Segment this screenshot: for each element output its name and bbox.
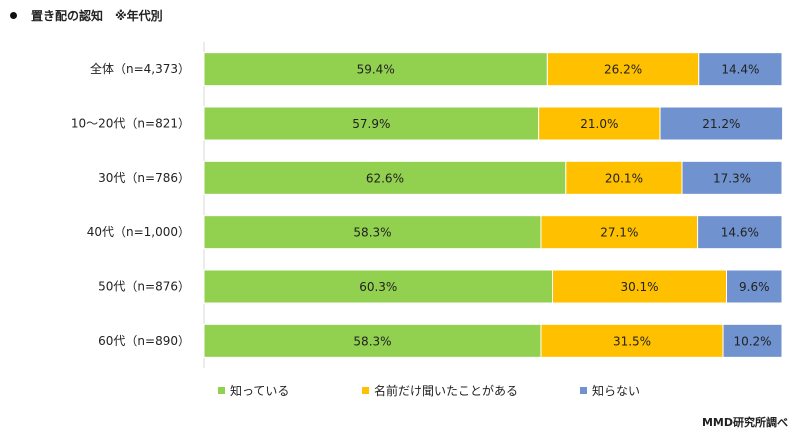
data-label: 9.6% [739,280,770,294]
source-note: MMD研究所調べ [701,416,788,429]
category-label: 全体（n=4,373） [90,61,190,76]
data-label: 10.2% [733,334,771,348]
legend-item-name-only: 名前だけ聞いたことがある [362,382,518,399]
bar-segment [726,269,783,304]
data-label: 17.3% [713,171,751,185]
chart-title-row: 置き配の認知 ※年代別 [10,5,163,25]
title-bullet-icon [10,11,17,19]
bar-segment [203,160,567,195]
chart-legend: 知っている 名前だけ聞いたことがある 知らない [0,382,800,402]
bar-segment [697,215,783,250]
legend-item-unaware: 知らない [580,382,640,399]
legend-label-aware: 知っている [230,384,290,398]
data-label: 26.2% [604,63,642,77]
category-label: 50代（n=876） [98,280,190,294]
data-label: 59.4% [357,63,395,77]
data-label: 20.1% [605,171,643,185]
bar-segment [538,106,661,141]
bar-segment [203,106,540,141]
data-label: 27.1% [600,226,638,240]
legend-swatch-unaware [580,387,587,394]
bar-segment [203,215,542,250]
data-label: 14.6% [721,226,759,240]
stacked-bar-chart: 全体（n=4,373） 59.4% 26.2% 14.4% 10～20代（n=821） 5… [71,42,784,368]
bar-segment [540,215,699,250]
bar-segment [546,52,700,87]
chart-title: 置き配の認知 ※年代別 [31,8,163,23]
bar-segment [203,323,542,358]
bar-segment [698,52,783,87]
data-label: 31.5% [613,334,651,348]
category-label: 10～20代（n=821） [71,117,190,131]
category-label: 40代（n=1,000） [87,225,190,239]
data-label: 57.9% [352,117,390,131]
bar-segment [722,323,783,358]
bar-segment [565,160,683,195]
data-label: 60.3% [359,280,397,294]
data-label: 58.3% [353,334,391,348]
legend-swatch-aware [218,387,225,394]
bar-segment [659,106,784,141]
data-label: 30.1% [620,280,658,294]
bar-segment [681,160,783,195]
category-label: 60代（n=890） [98,334,190,348]
legend-label-name-only: 名前だけ聞いたことがある [374,384,519,398]
bar-segment [203,52,548,87]
data-label: 21.2% [702,117,740,131]
bar-segment [203,269,554,304]
legend-item-aware: 知っている [218,382,289,399]
legend-swatch-name-only [362,387,369,394]
data-label: 14.4% [721,63,759,77]
category-label: 30代（n=786） [98,171,190,185]
bar-segment [540,323,724,358]
data-label: 58.3% [353,226,391,240]
data-label: 21.0% [580,117,618,131]
legend-label-unaware: 知らない [592,384,641,398]
data-label: 62.6% [366,171,404,185]
bar-segment [552,269,728,304]
